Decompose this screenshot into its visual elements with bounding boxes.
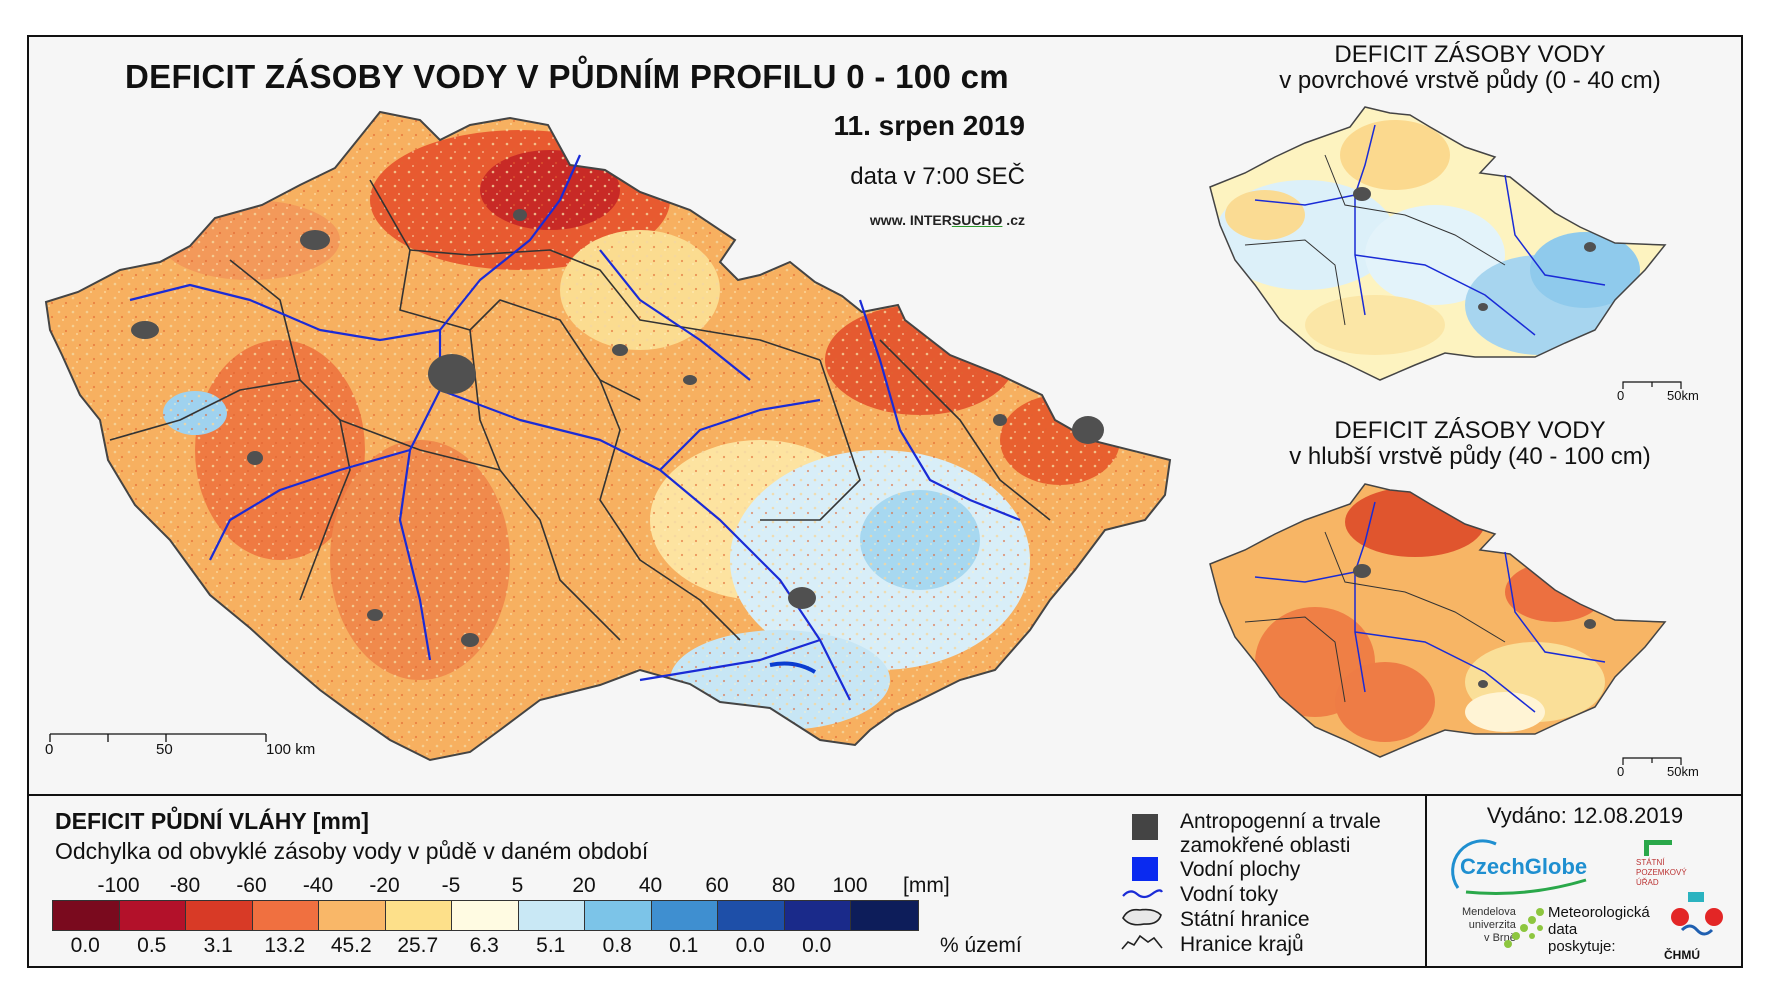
legend-tick: -60 — [236, 874, 267, 897]
spu-logo-text: STÁTNÍ POZEMKOVÝ ÚŘAD — [1636, 858, 1687, 887]
mendel-logo-icon — [1504, 908, 1544, 948]
legend-percent: 0.1 — [669, 934, 699, 957]
legend-divider — [27, 794, 1743, 796]
main-scale-100: 100 km — [266, 741, 316, 758]
legend-tick: -100 — [97, 874, 140, 897]
main-scale-50: 50 — [156, 741, 173, 758]
legend-tick: 80 — [771, 874, 796, 897]
legend-swatch — [718, 901, 785, 930]
legend-tick: -20 — [369, 874, 400, 897]
chmu-logo-text: ČHMÚ — [1664, 948, 1700, 962]
legend-percent: 0.8 — [602, 934, 632, 957]
inset-top-scale-50: 50km — [1667, 388, 1699, 403]
map-date: 11. srpen 2019 — [833, 110, 1025, 141]
inset-top-map — [1209, 106, 1667, 381]
legend-percent: 25.7 — [397, 934, 439, 957]
logos-panel: CzechGlobe STÁTNÍ POZEMKOVÝ ÚŘAD Mendelova… — [1440, 836, 1735, 964]
legend-swatch — [851, 901, 918, 930]
inset-bottom-map — [1209, 483, 1667, 758]
legend-swatches — [52, 900, 919, 931]
website-label: www. INTERSUCHO .cz — [869, 212, 1025, 228]
legend-swatch — [784, 901, 851, 930]
legend-swatch — [452, 901, 519, 930]
spu-logo-icon — [1644, 840, 1672, 856]
legend-swatch — [651, 901, 718, 930]
meteo-data-label: Meteorologická data poskytuje: — [1548, 904, 1650, 955]
legend-percent: 0.5 — [137, 934, 167, 957]
legend-tick: -5 — [441, 874, 461, 897]
main-scale-0: 0 — [45, 741, 54, 758]
legend-swatch — [186, 901, 253, 930]
symbol-river-label: Vodní toky — [1180, 883, 1279, 906]
legend-tick: 40 — [638, 874, 663, 897]
legend-tick: -80 — [169, 874, 201, 897]
legend-percent: 0.0 — [70, 934, 100, 957]
legend-percent: 6.3 — [469, 934, 499, 957]
legend-swatch — [518, 901, 585, 930]
legend-swatch — [119, 901, 186, 930]
symbol-region-label: Hranice krajů — [1180, 933, 1304, 956]
region-border-icon — [1121, 934, 1163, 950]
inset-top-scale-bar — [1622, 381, 1682, 389]
inset-top-scale-0: 0 — [1617, 388, 1625, 403]
river-icon — [1122, 889, 1163, 899]
legend-swatch — [53, 901, 120, 930]
legend-subtitle: Odchylka od obvyklé zásoby vody v půdě v… — [55, 838, 649, 864]
legend-tick: 60 — [705, 874, 729, 897]
urban-area-icon — [1132, 814, 1158, 840]
main-scale-bar — [49, 733, 267, 742]
symbol-urban-label: Antropogenní a trvale zamokřené oblasti — [1180, 810, 1381, 857]
legend-percent: 0.0 — [802, 934, 832, 957]
logo-divider — [1425, 794, 1427, 968]
inset-bottom-scale-0: 0 — [1617, 764, 1625, 779]
legend-unit: [mm] — [903, 874, 950, 897]
percent-label: % území — [940, 934, 1022, 957]
inset-bottom-scale-bar — [1622, 757, 1682, 765]
legend-percent: 0.0 — [735, 934, 765, 957]
inset-bottom-scale-50: 50km — [1667, 764, 1699, 779]
inset-top-title: DEFICIT ZÁSOBY VODY v povrchové vrstvě pů… — [1279, 41, 1661, 94]
legend-tick: 20 — [572, 874, 596, 897]
chmu-logo-icon — [1671, 892, 1723, 936]
legend-swatch — [385, 901, 452, 930]
legend-percent: 13.2 — [264, 934, 306, 957]
legend-percent: 45.2 — [330, 934, 372, 957]
issued-date: Vydáno: 12.08.2019 — [1486, 803, 1684, 828]
czechglobe-logo-icon — [1451, 839, 1587, 895]
legend-percent: 3.1 — [203, 934, 233, 957]
legend-tick: -40 — [302, 874, 334, 897]
symbol-state-label: Státní hranice — [1180, 908, 1310, 931]
czechglobe-logo: CzechGlobe — [1460, 854, 1588, 879]
state-border-icon — [1122, 908, 1162, 926]
legend-percent: 5.1 — [536, 934, 566, 957]
legend-tick: 100 — [832, 874, 868, 897]
legend-swatch — [319, 901, 386, 930]
legend-swatch — [252, 901, 319, 930]
symbol-water-label: Vodní plochy — [1180, 858, 1301, 881]
data-time: data v 7:00 SEČ — [850, 163, 1025, 190]
legend-title: DEFICIT PŮDNÍ VLÁHY [mm] — [55, 808, 369, 834]
water-body-icon — [1132, 857, 1158, 881]
legend-swatch — [585, 901, 652, 930]
legend-tick: 5 — [511, 874, 524, 897]
main-title: DEFICIT ZÁSOBY VODY V PŮDNÍM PROFILU 0 -… — [125, 58, 1009, 95]
inset-bottom-title: DEFICIT ZÁSOBY VODY v hlubší vrstvě půdy … — [1289, 417, 1651, 470]
